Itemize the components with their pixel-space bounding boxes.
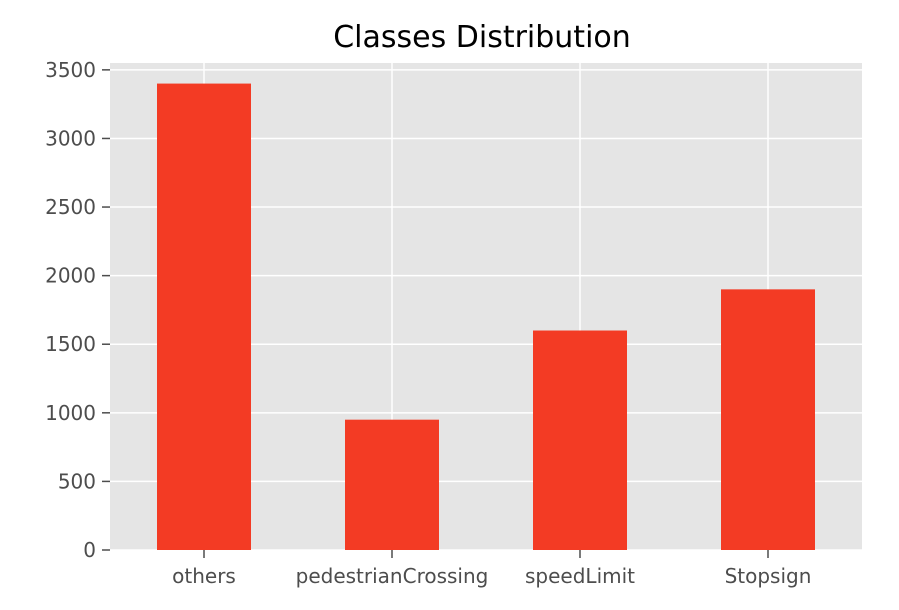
axis-ticks: 0 500 1000 1500 2000 2500 3000 3500 others pedest… bbox=[45, 58, 811, 588]
y-tick-label: 3500 bbox=[45, 58, 96, 82]
bar-Stopsign bbox=[721, 289, 815, 550]
bars bbox=[157, 83, 815, 551]
y-tick-label: 500 bbox=[58, 469, 96, 493]
y-tick-label: 3000 bbox=[45, 126, 96, 150]
x-tick-label: others bbox=[172, 564, 236, 588]
y-tick-label: 1000 bbox=[45, 401, 96, 425]
x-tick-label: pedestrianCrossing bbox=[296, 564, 489, 588]
x-tick-label: Stopsign bbox=[725, 564, 812, 588]
x-tick-label: speedLimit bbox=[525, 564, 635, 588]
bar-pedestrianCrossing bbox=[345, 419, 439, 550]
chart-title: Classes Distribution bbox=[333, 20, 631, 55]
y-tick-label: 2500 bbox=[45, 195, 96, 219]
bar-others bbox=[157, 83, 251, 551]
y-tick-label: 0 bbox=[83, 538, 96, 562]
y-tick-label: 2000 bbox=[45, 264, 96, 288]
bar-speedLimit bbox=[533, 330, 627, 550]
y-tick-label: 1500 bbox=[45, 332, 96, 356]
